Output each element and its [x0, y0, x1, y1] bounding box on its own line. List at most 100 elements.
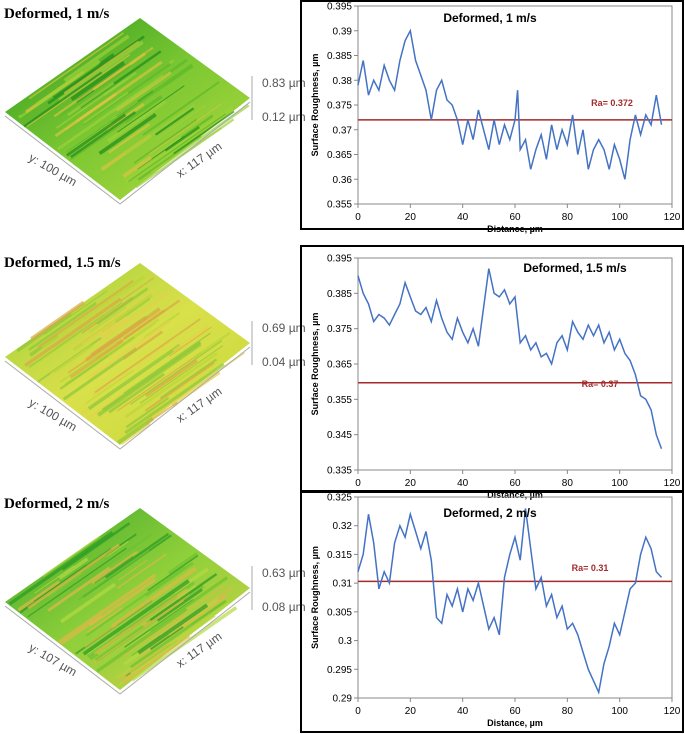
surface-texture [117, 352, 202, 412]
axis-edge [119, 591, 251, 695]
chart-title: Deformed, 1.5 m/s [523, 261, 627, 275]
y-tick-label: 0.345 [327, 430, 352, 441]
surface-texture [94, 318, 201, 394]
surface-texture [24, 297, 122, 367]
x-tick-label: 20 [405, 706, 417, 717]
x-tick-label: 120 [664, 212, 681, 223]
plot-area [357, 257, 673, 471]
surface-texture [94, 584, 205, 663]
y-tick-label: 0.31 [333, 579, 353, 590]
surface-texture [169, 326, 212, 357]
surface-texture [139, 345, 224, 404]
axis-edge [4, 360, 121, 450]
plot-area [357, 496, 673, 699]
surface-texture [34, 565, 75, 594]
surface-texture [59, 342, 117, 383]
chart-frame [300, 0, 684, 230]
x-tick-label: 0 [355, 706, 361, 717]
surface-texture [137, 603, 209, 655]
x-tick-label: 80 [562, 478, 574, 489]
surface-texture [37, 280, 134, 349]
surface-texture [144, 359, 198, 398]
surface-texture [123, 95, 163, 124]
surface-texture [33, 564, 88, 603]
x-tick-label: 100 [611, 212, 628, 223]
surface-texture [23, 71, 103, 128]
surface-texture [60, 582, 117, 624]
surface-texture [42, 535, 101, 577]
surface-texture [192, 331, 231, 360]
surface-texture [86, 320, 171, 380]
x-tick-label: 40 [457, 478, 469, 489]
surface-texture [47, 35, 145, 105]
y-tick-label: 0.355 [327, 395, 352, 406]
x-tick-label: 60 [509, 212, 521, 223]
surface-texture [144, 362, 215, 412]
y-tick-label: 0.395 [327, 2, 352, 13]
surface-texture [77, 549, 150, 601]
surface-texture [95, 290, 173, 346]
surface-texture [27, 543, 120, 610]
surface-texture [107, 322, 156, 357]
y-tick-label: 0.38 [333, 76, 353, 87]
surface-texture [149, 573, 218, 622]
surface-texture [167, 552, 199, 575]
chart-title: Deformed, 1 m/s [443, 11, 537, 25]
surface-texture [54, 60, 163, 138]
surface-texture [67, 316, 149, 374]
surface-texture [180, 114, 214, 139]
surface-texture [123, 332, 211, 394]
y-tick-label: 0.325 [327, 493, 352, 504]
x-tick-label: 100 [611, 706, 628, 717]
surface-texture [98, 315, 129, 339]
surface-texture [159, 358, 218, 400]
x-tick-label: 100 [611, 478, 628, 489]
line-series [357, 508, 663, 695]
x-tick-label: 40 [457, 706, 469, 717]
surface-texture [52, 344, 93, 374]
surface-texture [66, 113, 127, 157]
surface-texture [53, 46, 154, 118]
x-tick-label: 0 [355, 212, 361, 223]
line-series [357, 28, 663, 180]
y-tick-label: 0.375 [327, 324, 352, 335]
surface-texture [53, 64, 99, 97]
surface-texture [108, 123, 151, 154]
surface-texture [41, 275, 146, 350]
y-tick-label: 0.385 [327, 289, 352, 300]
surface-texture [147, 555, 199, 592]
z-max-label: 0.83 µm [262, 76, 306, 90]
surface-texture [91, 550, 138, 585]
surface-texture [58, 40, 144, 102]
surface-texture [93, 588, 188, 655]
surface-texture [61, 522, 131, 571]
y-tick-label: 0.315 [327, 550, 352, 561]
surface-texture [57, 573, 157, 644]
surface-texture [69, 338, 124, 379]
surface-texture [60, 614, 103, 645]
y-tick-label: 0.395 [327, 254, 352, 265]
surface-texture [87, 343, 181, 411]
chart-title: Deformed, 2 m/s [443, 506, 537, 520]
surface-texture [115, 71, 172, 112]
surface-texture [8, 531, 114, 606]
x-tick-label: 0 [355, 478, 361, 489]
surface-texture [96, 287, 149, 325]
x-axis-label: Distance, µm [487, 718, 543, 728]
surface-texture [133, 118, 198, 164]
surface-texture [125, 396, 170, 429]
surface-texture [84, 624, 118, 648]
surface-texture [82, 579, 190, 656]
y-tick-label: 0.29 [333, 694, 353, 705]
surface-texture [128, 113, 226, 182]
x-tick-label: 120 [664, 478, 681, 489]
surface-texture [60, 67, 130, 116]
surface-texture [164, 126, 200, 152]
surface-texture [122, 155, 152, 179]
surface-texture [137, 135, 202, 181]
surface-texture [122, 584, 225, 657]
x-axis-label: Distance, µm [487, 490, 543, 500]
surface-texture [70, 289, 156, 350]
surface-texture [63, 40, 140, 95]
